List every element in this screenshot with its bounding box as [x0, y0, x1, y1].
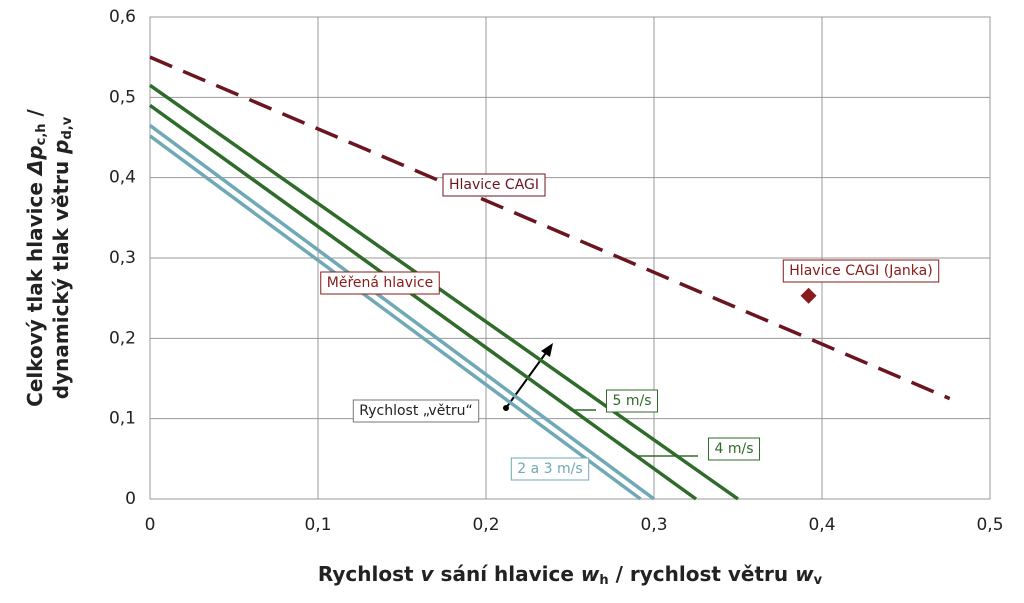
point — [800, 287, 817, 304]
y-tick-label: 0,2 — [109, 328, 136, 348]
annotation: 2 a 3 m/s — [517, 461, 582, 477]
annotation: Rychlost „větru“ — [359, 403, 472, 419]
x-title-part: v — [814, 573, 823, 588]
y-title-part: Celkový tlak hlavice — [23, 175, 47, 407]
x-title-part: h — [599, 573, 608, 588]
y-tick-label: 0,1 — [109, 409, 136, 429]
x-axis-title: Rychlost v sání hlavice wh / rychlost vě… — [318, 562, 823, 588]
y-title-line: Celkový tlak hlavice Δpc,h / — [23, 108, 49, 406]
y-tick-label: 0 — [125, 489, 136, 509]
x-tick-label: 0,4 — [808, 515, 835, 535]
x-title-part: w — [795, 562, 814, 586]
series-line — [148, 103, 698, 501]
series-line — [148, 83, 740, 501]
y-title-part: Δp — [23, 145, 47, 177]
label-box — [707, 437, 761, 461]
label-box — [442, 173, 546, 197]
y-tick-label: 0,6 — [109, 7, 136, 27]
x-title-part: Rychlost — [318, 562, 421, 586]
x-title-part: sání hlavice — [434, 562, 581, 586]
label-box — [782, 259, 940, 283]
x-tick-label: 0,3 — [640, 515, 667, 535]
y-title-part: d,v — [60, 116, 75, 139]
y-title-part: / — [23, 108, 47, 123]
x-title-part: v — [421, 562, 435, 586]
y-title-part: p — [49, 140, 73, 155]
annotation: Měřená hlavice — [327, 275, 433, 291]
y-tick-label: 0,3 — [109, 248, 136, 268]
label-box — [510, 457, 590, 481]
x-tick-label: 0,2 — [472, 515, 499, 535]
label-box — [352, 399, 480, 423]
y-title-line: dynamický tlak větru pd,v — [49, 116, 75, 399]
series-line — [148, 124, 656, 501]
x-tick-label: 0,1 — [304, 515, 331, 535]
annotation: 5 m/s — [612, 393, 651, 409]
x-title-part: w — [581, 562, 600, 586]
y-title-part: dynamický tlak větru — [49, 154, 73, 399]
annotation: 4 m/s — [714, 441, 753, 457]
annotation: Hlavice CAGI (Janka) — [789, 263, 932, 279]
annotation: Hlavice CAGI — [449, 177, 539, 193]
x-title-part: / rychlost větru — [609, 562, 795, 586]
y-tick-label: 0,4 — [109, 168, 136, 188]
arrow-head — [541, 343, 553, 357]
grid — [149, 16, 991, 500]
y-title-part: c,h — [34, 123, 49, 145]
x-tick-label: 0 — [145, 515, 156, 535]
label-box — [320, 271, 440, 295]
x-tick-label: 0,5 — [976, 515, 1003, 535]
series-line — [148, 134, 642, 501]
y-tick-label: 0,5 — [109, 87, 136, 107]
y-axis-title: Celkový tlak hlavice Δpc,h / dynamický t… — [23, 108, 75, 406]
arrow-dot — [503, 405, 509, 411]
series-line — [149, 55, 951, 401]
label-box — [605, 389, 659, 413]
